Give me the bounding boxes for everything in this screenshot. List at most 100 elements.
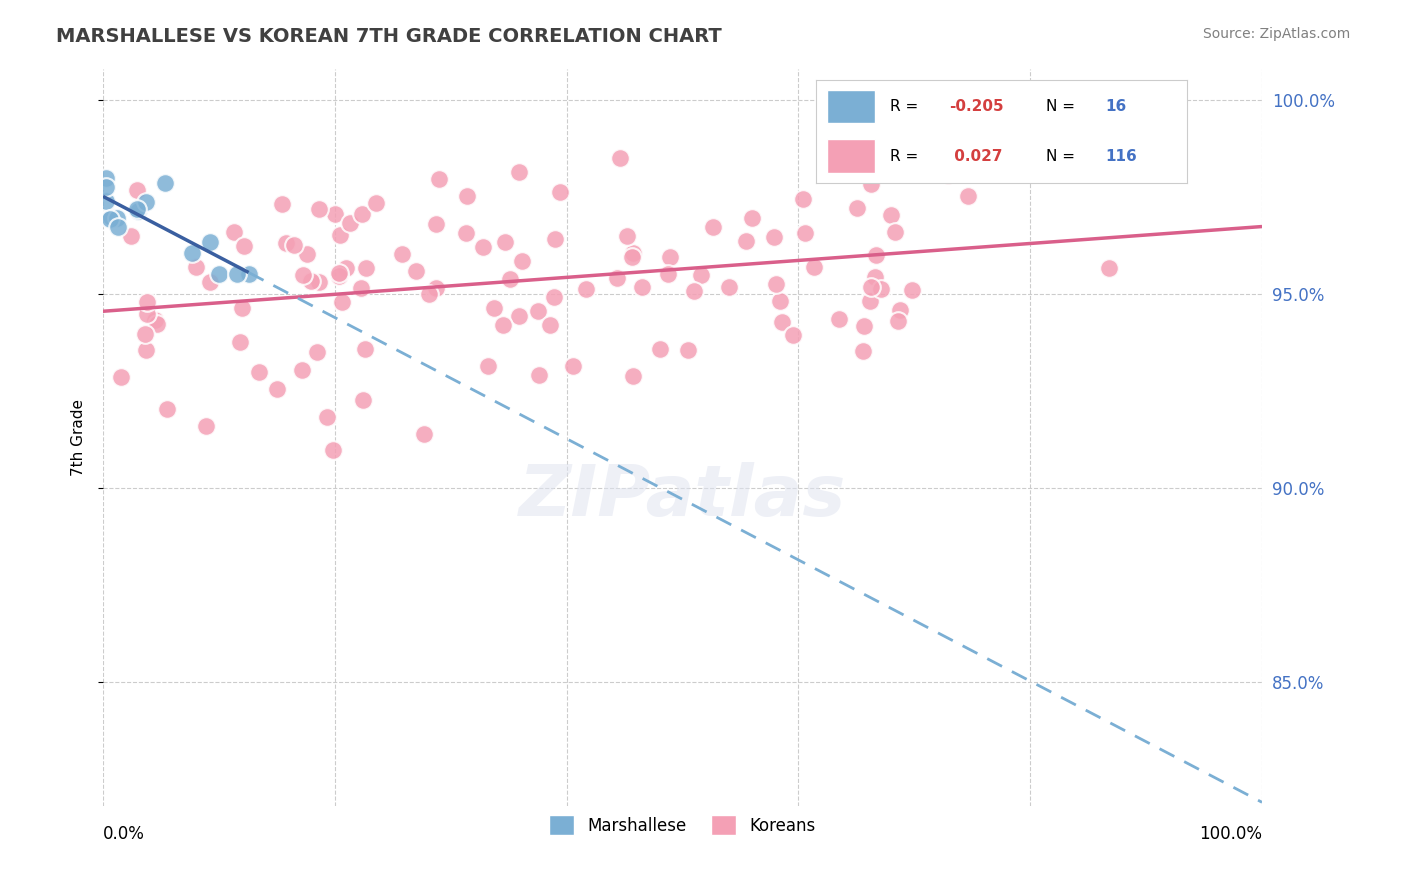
Point (329, 227, 352, 242)
Point (328, 269, 350, 284)
Point (146, 317, 169, 331)
Point (782, 328, 804, 343)
Point (762, 230, 785, 244)
Point (322, 443, 344, 458)
Point (274, 236, 297, 251)
Point (852, 318, 875, 333)
Point (231, 301, 253, 315)
Point (717, 280, 740, 294)
Text: 0.0%: 0.0% (103, 824, 145, 843)
Point (125, 202, 148, 217)
Point (562, 359, 585, 374)
Point (195, 418, 218, 433)
Point (616, 228, 638, 243)
Point (222, 225, 245, 239)
Y-axis label: 7th Grade: 7th Grade (72, 399, 86, 475)
Point (291, 363, 314, 377)
Point (100, 211, 122, 225)
Point (266, 382, 288, 396)
Point (852, 343, 875, 358)
Point (427, 171, 450, 186)
Point (110, 369, 132, 384)
Point (765, 277, 787, 291)
Point (135, 343, 157, 358)
Point (657, 268, 679, 282)
Point (1097, 261, 1119, 276)
Point (135, 308, 157, 322)
Point (328, 266, 350, 280)
Point (741, 211, 763, 225)
Point (548, 185, 571, 199)
Point (859, 279, 882, 293)
Point (405, 264, 427, 278)
Point (98, 211, 121, 226)
Point (858, 293, 880, 308)
Point (472, 240, 495, 254)
Point (354, 260, 377, 275)
Point (883, 225, 905, 239)
Point (180, 246, 202, 260)
Point (238, 267, 260, 281)
Point (510, 254, 533, 268)
Point (494, 235, 516, 249)
Point (918, 151, 941, 165)
Point (349, 281, 371, 295)
Point (658, 250, 681, 264)
Point (828, 311, 851, 326)
Point (125, 184, 148, 198)
Point (609, 151, 631, 165)
Point (229, 335, 252, 350)
Point (648, 342, 671, 356)
Point (456, 188, 478, 202)
Point (508, 310, 530, 324)
Point (683, 285, 706, 299)
Point (295, 246, 318, 260)
Point (676, 343, 699, 358)
Point (845, 201, 868, 215)
Point (477, 359, 499, 374)
Point (127, 204, 149, 219)
Point (860, 178, 883, 192)
Point (606, 271, 628, 285)
Point (283, 238, 305, 252)
Point (621, 251, 644, 265)
Point (391, 246, 413, 260)
Point (291, 268, 314, 282)
Point (354, 343, 377, 357)
Point (418, 286, 440, 301)
Point (870, 282, 893, 296)
Point (527, 368, 550, 383)
Point (352, 392, 374, 407)
Point (957, 189, 980, 203)
Point (330, 295, 353, 310)
Point (499, 272, 522, 286)
Point (105, 211, 128, 225)
Point (412, 426, 434, 441)
Point (936, 168, 959, 182)
Point (120, 229, 142, 244)
Point (544, 232, 567, 246)
Point (734, 235, 756, 249)
Point (772, 316, 794, 330)
Point (425, 281, 447, 295)
Point (880, 208, 903, 222)
Point (134, 326, 156, 341)
Point (482, 301, 505, 316)
Point (135, 294, 157, 309)
Point (335, 260, 357, 275)
Point (425, 217, 447, 231)
Point (454, 226, 477, 240)
Point (900, 283, 922, 297)
Point (198, 235, 221, 250)
Point (305, 344, 328, 359)
Point (1157, 154, 1180, 169)
Point (621, 369, 644, 384)
Point (350, 207, 373, 221)
Point (492, 318, 515, 332)
Point (186, 260, 208, 274)
Point (308, 275, 330, 289)
Text: MARSHALLESE VS KOREAN 7TH GRADE CORRELATION CHART: MARSHALLESE VS KOREAN 7TH GRADE CORRELAT… (56, 27, 723, 45)
Point (156, 402, 179, 417)
Point (889, 303, 911, 318)
Point (702, 220, 724, 235)
